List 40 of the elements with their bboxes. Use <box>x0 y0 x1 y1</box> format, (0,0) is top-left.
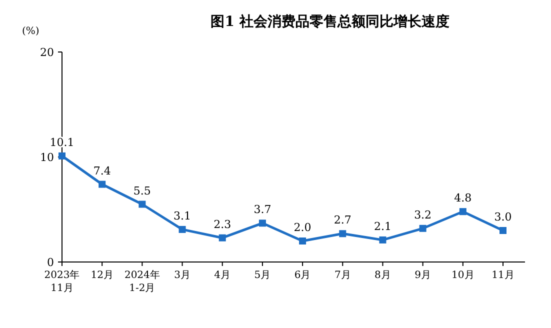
point <box>258 220 266 227</box>
x-tick-label: 12月 <box>90 270 114 281</box>
point <box>379 236 386 244</box>
x-tick-label: 2023年 11月 <box>44 269 80 294</box>
data-label: 5.5 <box>133 184 151 198</box>
point <box>419 224 426 232</box>
x-tick-label: 7月 <box>334 270 351 281</box>
data-label: 4.8 <box>454 192 472 205</box>
point <box>339 230 346 238</box>
x-tick-label: 5月 <box>254 270 271 281</box>
data-label: 3.7 <box>254 203 272 216</box>
x-tick-label: 10月 <box>452 270 474 281</box>
x-tick-label: 4月 <box>214 270 231 281</box>
data-label: 2.1 <box>374 220 392 233</box>
point <box>459 208 466 216</box>
x-tick-label: 9月 <box>414 270 432 281</box>
data-label: 3.1 <box>174 209 192 222</box>
data-label: 3.0 <box>494 210 512 224</box>
x-tick-label: 6月 <box>294 270 311 281</box>
y-tick-label: 0 <box>47 256 54 269</box>
chart-title: 图1 社会消费品零售总额同比增长速度 <box>210 13 450 30</box>
point <box>98 180 106 188</box>
point <box>500 227 506 234</box>
data-label: 2.0 <box>294 221 312 234</box>
y-axis-title: (%) <box>22 26 40 37</box>
point <box>178 226 186 233</box>
point <box>58 152 66 160</box>
point <box>218 234 226 242</box>
data-label: 3.2 <box>414 208 432 222</box>
data-label: 7.4 <box>93 164 111 178</box>
x-tick-label: 2024年 1-2月 <box>124 269 160 294</box>
data-label: 2.7 <box>334 214 352 227</box>
point <box>138 200 146 208</box>
x-tick-label: 8月 <box>374 270 391 281</box>
x-tick-label: 3月 <box>174 270 190 281</box>
point <box>299 238 306 244</box>
y-tick-label: 20 <box>40 46 54 59</box>
x-tick-label: 11月 <box>492 270 514 281</box>
data-label: 2.3 <box>214 218 232 231</box>
y-tick-label: 10 <box>40 151 54 164</box>
